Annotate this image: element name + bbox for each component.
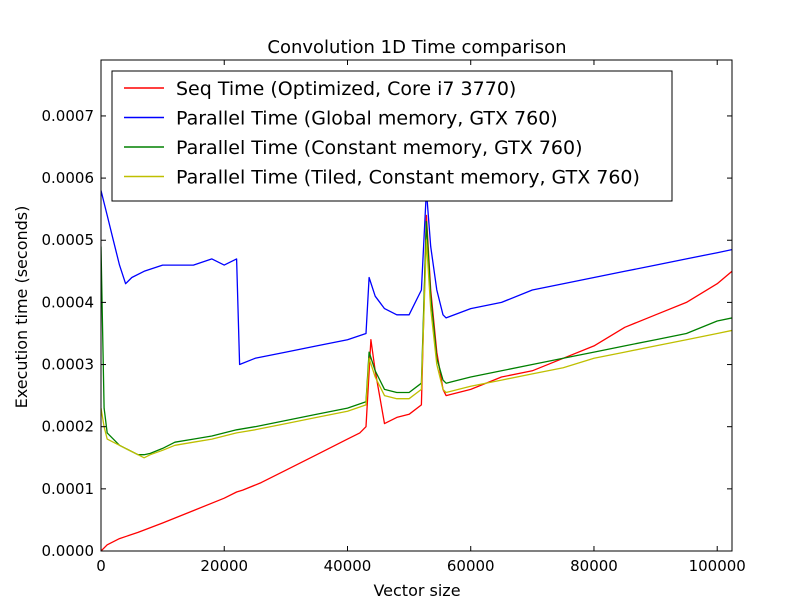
y-tick-label: 0.0005	[42, 231, 95, 249]
legend: Seq Time (Optimized, Core i7 3770) Parall…	[111, 70, 673, 202]
y-tick-label: 0.0006	[42, 169, 95, 187]
legend-entry: Seq Time (Optimized, Core i7 3770)	[176, 78, 516, 100]
x-tick-label: 20000	[200, 557, 248, 575]
plot-frame	[100, 59, 733, 552]
y-tick-label: 0.0000	[42, 542, 95, 560]
plot-area	[101, 189, 732, 551]
series-line-1	[101, 214, 732, 551]
y-axis: 0.0000 0.0001 0.0002 0.0003 0.0004 0.0005 0.00…	[42, 107, 732, 560]
y-axis-label: Execution time (seconds)	[12, 206, 31, 409]
legend-entry: Parallel Time (Global memory, GTX 760)	[176, 108, 558, 130]
x-tick-label: 40000	[324, 557, 372, 575]
y-tick-label: 0.0002	[42, 418, 95, 436]
y-tick-label: 0.0001	[42, 480, 95, 498]
x-axis: 0 20000 40000 60000 80000 100000	[96, 60, 746, 575]
x-axis-label: Vector size	[373, 581, 460, 600]
y-tick-label: 0.0003	[42, 356, 95, 374]
series-line-4	[101, 239, 732, 459]
y-tick-label: 0.0004	[42, 293, 95, 311]
series-line-2	[101, 189, 732, 366]
x-tick-label: 100000	[689, 557, 746, 575]
legend-entry: Parallel Time (Tiled, Constant memory, G…	[176, 167, 640, 189]
legend-box	[111, 70, 673, 202]
legend-entry: Parallel Time (Constant memory, GTX 760)	[176, 137, 583, 159]
x-tick-label: 0	[96, 557, 106, 575]
x-tick-label: 60000	[447, 557, 495, 575]
x-tick-label: 80000	[570, 557, 618, 575]
chart-title: Convolution 1D Time comparison	[267, 37, 566, 58]
y-tick-label: 0.0007	[42, 107, 95, 125]
